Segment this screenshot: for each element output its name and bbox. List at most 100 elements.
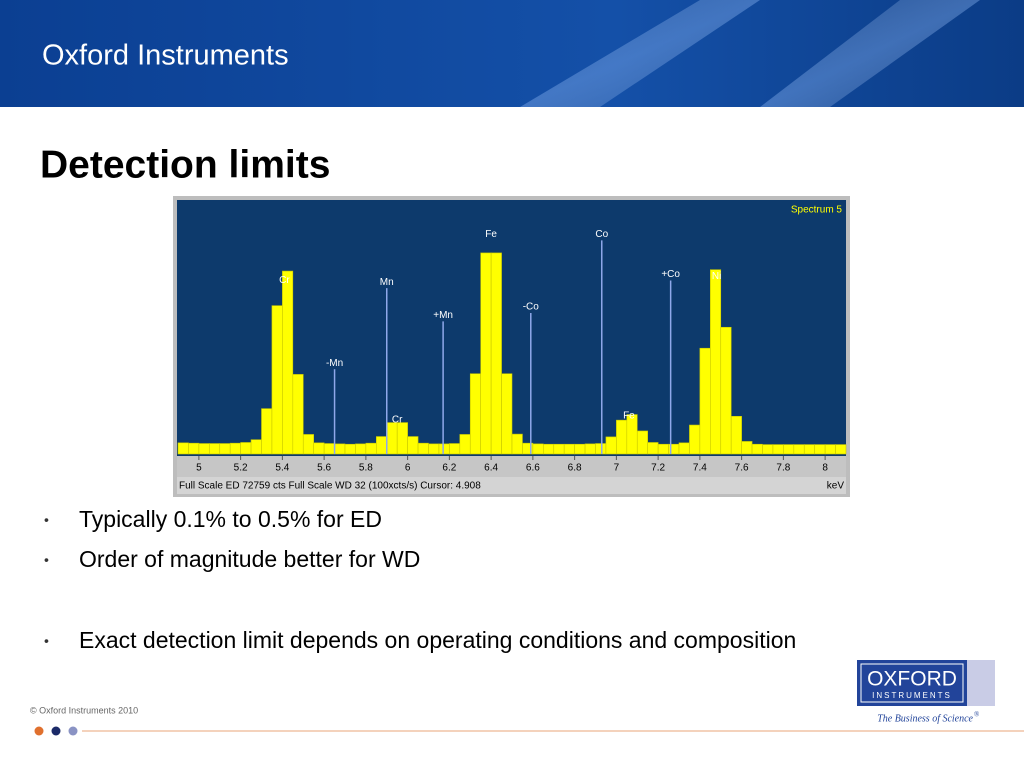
- bars: [177, 252, 847, 455]
- bar: [365, 442, 377, 455]
- bar: [657, 443, 669, 455]
- bar: [198, 443, 210, 455]
- bar: [741, 441, 753, 455]
- bullet-dot: •: [44, 633, 49, 649]
- bar: [292, 374, 304, 455]
- header-streak: [520, 0, 760, 107]
- bar: [459, 434, 471, 455]
- x-axis-label: keV: [827, 481, 845, 492]
- footer-dot: [51, 726, 61, 736]
- bar: [678, 442, 690, 455]
- marker-label: Ni: [712, 271, 721, 282]
- bar: [438, 443, 450, 455]
- x-tick-label: 6.8: [568, 463, 582, 474]
- bar: [553, 443, 565, 455]
- bar: [793, 444, 805, 455]
- bar: [376, 436, 388, 455]
- x-tick-label: 5.8: [359, 463, 373, 474]
- footer-dot: [68, 726, 78, 736]
- bar: [689, 424, 701, 455]
- x-tick-label: 8: [822, 463, 828, 474]
- bar: [334, 443, 346, 455]
- bar: [490, 252, 502, 455]
- logo-border: [860, 663, 964, 703]
- bar: [720, 326, 732, 455]
- bar: [417, 442, 429, 455]
- x-tick-label: 7.4: [693, 463, 707, 474]
- bar: [605, 436, 617, 455]
- bar: [302, 434, 314, 455]
- bar: [730, 415, 742, 455]
- bar: [532, 443, 544, 455]
- bar: [824, 444, 836, 455]
- slide-title: Detection limits: [40, 143, 330, 186]
- marker-label: +Mn: [433, 310, 453, 321]
- copyright: © Oxford Instruments 2010: [30, 705, 138, 715]
- bar: [469, 373, 481, 455]
- bar: [323, 443, 335, 455]
- marker-label: Fe: [623, 411, 635, 422]
- x-tick-label: 5: [196, 463, 202, 474]
- x-tick-label: 5.2: [234, 463, 248, 474]
- x-tick-label: 5.4: [275, 463, 289, 474]
- bar: [501, 373, 513, 455]
- bar: [647, 442, 659, 455]
- chart-caption: Full Scale ED 72759 cts Full Scale WD 32…: [179, 481, 481, 492]
- bullet-dot: •: [44, 512, 49, 528]
- bar: [772, 444, 784, 455]
- x-tick-label: 7: [614, 463, 620, 474]
- marker-label: Fe: [485, 229, 497, 240]
- marker-label: -Mn: [326, 358, 343, 369]
- x-tick-label: 6: [405, 463, 411, 474]
- x-tick-label: 6.6: [526, 463, 540, 474]
- logo-strip: [967, 660, 995, 706]
- bar: [313, 442, 325, 455]
- x-tick-label: 5.6: [317, 463, 331, 474]
- bar: [511, 433, 523, 455]
- x-tick-label: 7.6: [735, 463, 749, 474]
- marker-label: Co: [595, 229, 608, 240]
- bar: [480, 252, 492, 455]
- bullets: • Typically 0.1% to 0.5% for ED • Order …: [44, 506, 796, 653]
- bar: [188, 442, 200, 455]
- x-tick-label: 7.2: [651, 463, 665, 474]
- bar: [563, 443, 575, 455]
- chart-title: Spectrum 5: [791, 205, 843, 216]
- bar: [543, 443, 555, 455]
- bar: [355, 443, 367, 455]
- logo: OXFORD INSTRUMENTS The Business of Scien…: [857, 660, 995, 724]
- bullet-dot: •: [44, 552, 49, 568]
- bar: [616, 419, 628, 455]
- bar: [386, 422, 398, 455]
- bar: [344, 443, 356, 455]
- bar: [219, 443, 231, 455]
- marker-label: Cr: [392, 414, 403, 425]
- bar: [396, 422, 408, 455]
- bar: [636, 430, 648, 455]
- x-tick-label: 6.4: [484, 463, 498, 474]
- bar: [595, 443, 607, 455]
- bullet-text: Order of magnitude better for WD: [79, 546, 420, 572]
- logo-subword: INSTRUMENTS: [872, 691, 952, 700]
- marker-label: -Co: [523, 302, 540, 313]
- tagline-mark: ®: [974, 711, 980, 719]
- header-streak: [760, 0, 980, 107]
- bar: [250, 439, 262, 455]
- bar: [261, 408, 273, 455]
- bar: [814, 444, 826, 455]
- bar: [209, 443, 221, 455]
- bar: [574, 443, 586, 455]
- marker-label: Mn: [380, 277, 394, 288]
- logo-word: OXFORD: [867, 668, 957, 691]
- bar: [271, 305, 283, 455]
- bar: [229, 442, 241, 455]
- bar: [803, 444, 815, 455]
- bar: [177, 442, 189, 455]
- tagline: The Business of Science: [877, 713, 973, 724]
- x-tick-label: 7.8: [776, 463, 790, 474]
- axis-strip: [177, 456, 846, 477]
- x-tick-label: 6.2: [442, 463, 456, 474]
- bar: [428, 443, 440, 455]
- brand: Oxford Instruments: [42, 40, 289, 72]
